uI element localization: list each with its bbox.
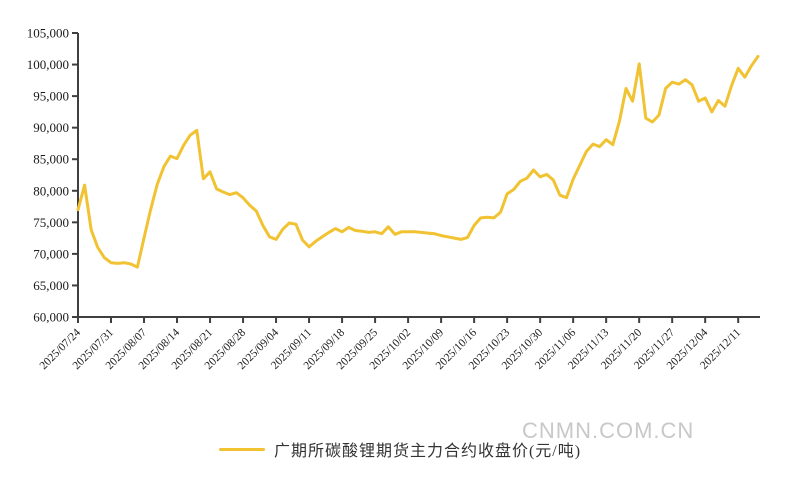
y-axis-tick-label: 70,000 bbox=[33, 246, 69, 261]
y-axis-tick-label: 85,000 bbox=[33, 152, 69, 167]
chart-legend: 广期所碳酸锂期货主力合约收盘价(元/吨) bbox=[0, 437, 800, 461]
legend-series-label: 广期所碳酸锂期货主力合约收盘价(元/吨) bbox=[273, 443, 582, 460]
legend-line-swatch bbox=[218, 447, 265, 451]
y-axis-tick-label: 60,000 bbox=[33, 310, 69, 325]
price-line-series bbox=[76, 54, 760, 269]
y-axis-tick-label: 90,000 bbox=[33, 120, 69, 135]
y-axis-tick-label: 100,000 bbox=[27, 57, 69, 72]
y-axis-tick-label: 65,000 bbox=[33, 278, 69, 293]
y-axis-tick-label: 80,000 bbox=[33, 183, 69, 198]
y-axis-tick-label: 105,000 bbox=[27, 26, 69, 41]
watermark-text: CNMN.COM.CN bbox=[522, 418, 695, 443]
y-axis-tick-label: 95,000 bbox=[33, 89, 69, 104]
y-axis-tick-label: 75,000 bbox=[33, 215, 69, 230]
